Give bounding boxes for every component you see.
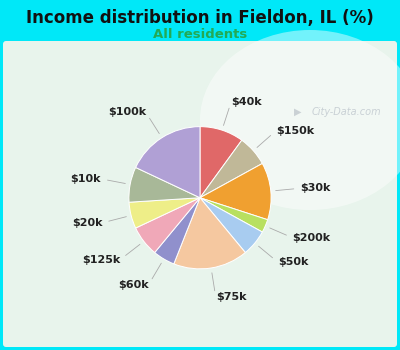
Text: Income distribution in Fieldon, IL (%): Income distribution in Fieldon, IL (%) [26, 9, 374, 27]
Wedge shape [136, 198, 200, 253]
Text: $200k: $200k [293, 233, 331, 243]
Text: $40k: $40k [231, 97, 262, 107]
Text: $125k: $125k [82, 255, 120, 265]
Wedge shape [200, 198, 262, 253]
FancyBboxPatch shape [3, 41, 397, 347]
Text: $60k: $60k [118, 280, 148, 290]
Text: $20k: $20k [72, 218, 102, 228]
Text: $50k: $50k [278, 257, 308, 267]
Wedge shape [136, 127, 200, 198]
Wedge shape [200, 163, 271, 220]
Wedge shape [200, 127, 242, 198]
Wedge shape [200, 198, 268, 232]
Text: $100k: $100k [108, 107, 146, 118]
Text: All residents: All residents [153, 28, 247, 42]
Text: $150k: $150k [276, 126, 314, 136]
Wedge shape [200, 140, 262, 198]
Wedge shape [155, 198, 200, 264]
Text: $30k: $30k [300, 183, 331, 193]
Wedge shape [129, 167, 200, 202]
Text: ▶: ▶ [294, 107, 302, 117]
Text: $75k: $75k [216, 293, 246, 302]
Text: City-Data.com: City-Data.com [312, 107, 382, 117]
Wedge shape [129, 198, 200, 228]
Text: $10k: $10k [70, 174, 101, 184]
Ellipse shape [200, 30, 400, 210]
Wedge shape [174, 198, 245, 269]
